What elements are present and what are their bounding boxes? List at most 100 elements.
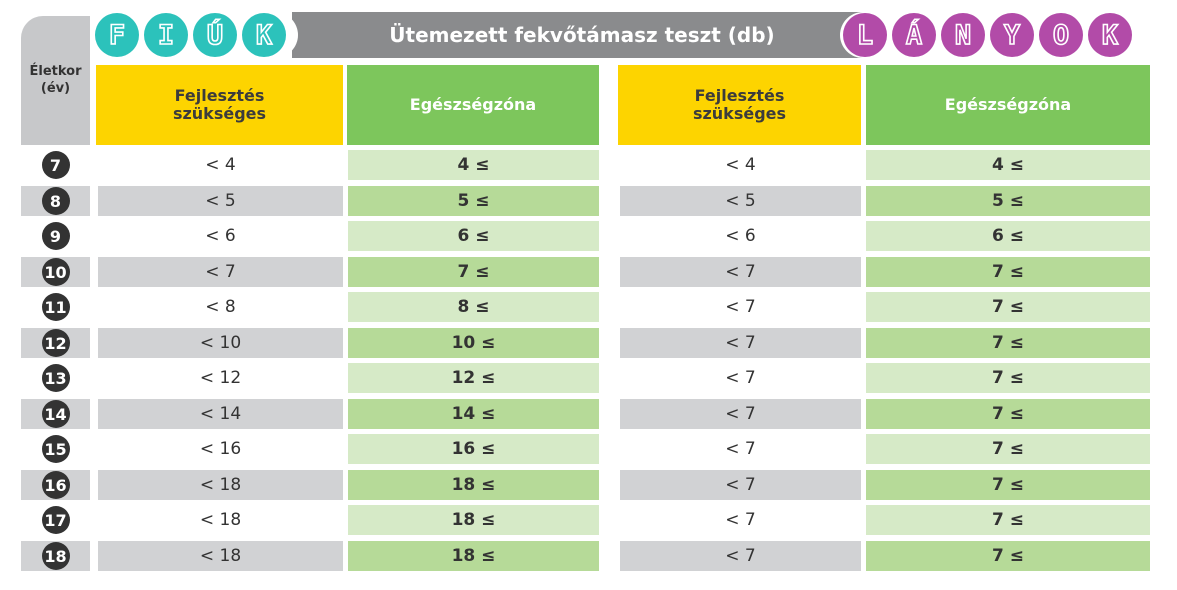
boys-health-header-label: Egészségzóna	[409, 94, 537, 114]
age-badge: 9	[41, 222, 70, 250]
age-unit-label: (év)	[40, 80, 71, 96]
age-cell: 7	[21, 150, 90, 180]
age-column-header: Életkor (év)	[21, 16, 90, 145]
age-badge: 10	[41, 258, 70, 286]
boys-dev-cell: < 18	[98, 505, 343, 535]
age-badge: 18	[41, 542, 70, 570]
letter-badge: I	[144, 13, 188, 57]
letter-glyph: Á	[905, 19, 923, 52]
letter-glyph: K	[255, 19, 273, 52]
boys-dev-cell: < 5	[98, 186, 343, 216]
boys-health-cell: 16 ≤	[348, 434, 599, 464]
letter-glyph: F	[108, 19, 126, 52]
boys-health-cell: 18 ≤	[348, 541, 599, 571]
table-title: Ütemezett fekvőtámasz teszt (db)	[292, 12, 872, 58]
letter-badge: K	[242, 13, 286, 57]
girls-dev-header: Fejlesztés szükséges	[618, 65, 861, 145]
girls-dev-cell: < 7	[620, 434, 861, 464]
age-cell: 17	[21, 505, 90, 535]
boys-health-cell: 12 ≤	[348, 363, 599, 393]
age-badge: 11	[41, 293, 70, 321]
girls-health-cell: 7 ≤	[866, 292, 1150, 322]
girls-health-header-label: Egészségzóna	[944, 94, 1072, 114]
girls-health-cell: 6 ≤	[866, 221, 1150, 251]
girls-health-cell: 4 ≤	[866, 150, 1150, 180]
girls-dev-cell: < 7	[620, 328, 861, 358]
age-cell: 10	[21, 257, 90, 287]
boys-dev-cell: < 14	[98, 399, 343, 429]
boys-health-cell: 6 ≤	[348, 221, 599, 251]
boys-dev-cell: < 8	[98, 292, 343, 322]
girls-dev-header-label: Fejlesztés szükséges	[692, 85, 787, 123]
boys-dev-cell: < 16	[98, 434, 343, 464]
age-cell: 12	[21, 328, 90, 358]
letter-badge: Y	[990, 13, 1034, 57]
girls-dev-cell: < 7	[620, 257, 861, 287]
age-badge: 7	[41, 151, 70, 179]
letter-glyph: Y	[1003, 19, 1021, 52]
boys-health-cell: 10 ≤	[348, 328, 599, 358]
age-cell: 15	[21, 434, 90, 464]
girls-health-cell: 7 ≤	[866, 470, 1150, 500]
boys-dev-cell: < 10	[98, 328, 343, 358]
girls-health-cell: 7 ≤	[866, 399, 1150, 429]
letter-badge: F	[95, 13, 139, 57]
girls-health-cell: 7 ≤	[866, 505, 1150, 535]
girls-health-cell: 7 ≤	[866, 541, 1150, 571]
age-badge: 8	[41, 187, 70, 215]
girls-dev-cell: < 7	[620, 292, 861, 322]
girls-dev-cell: < 6	[620, 221, 861, 251]
age-cell: 14	[21, 399, 90, 429]
age-cell: 16	[21, 470, 90, 500]
age-cell: 9	[21, 221, 90, 251]
girls-dev-cell: < 7	[620, 363, 861, 393]
girls-dev-cell: < 7	[620, 505, 861, 535]
letter-glyph: I	[157, 19, 175, 52]
age-badge: 13	[41, 364, 70, 392]
boys-dev-cell: < 6	[98, 221, 343, 251]
letter-glyph: K	[1101, 19, 1119, 52]
boys-health-cell: 7 ≤	[348, 257, 599, 287]
girls-dev-cell: < 7	[620, 541, 861, 571]
girls-dev-cell: < 5	[620, 186, 861, 216]
boys-health-cell: 5 ≤	[348, 186, 599, 216]
boys-health-header: Egészségzóna	[347, 65, 599, 145]
boys-dev-cell: < 4	[98, 150, 343, 180]
girls-health-cell: 7 ≤	[866, 328, 1150, 358]
age-badge: 17	[41, 506, 70, 534]
girls-health-cell: 5 ≤	[866, 186, 1150, 216]
age-cell: 11	[21, 292, 90, 322]
age-cell: 18	[21, 541, 90, 571]
boys-dev-header-label: Fejlesztés szükséges	[172, 85, 267, 123]
age-badge: 14	[41, 400, 70, 428]
girls-health-cell: 7 ≤	[866, 363, 1150, 393]
boys-dev-cell: < 12	[98, 363, 343, 393]
letter-badge: K	[1088, 13, 1132, 57]
girls-health-header: Egészségzóna	[866, 65, 1150, 145]
girls-health-cell: 7 ≤	[866, 434, 1150, 464]
girls-dev-cell: < 7	[620, 470, 861, 500]
letter-badge: Ú	[193, 13, 237, 57]
girls-health-cell: 7 ≤	[866, 257, 1150, 287]
girls-dev-cell: < 4	[620, 150, 861, 180]
letter-glyph: N	[954, 19, 972, 52]
boys-dev-header: Fejlesztés szükséges	[96, 65, 343, 145]
age-cell: 8	[21, 186, 90, 216]
boys-health-cell: 14 ≤	[348, 399, 599, 429]
boys-health-cell: 4 ≤	[348, 150, 599, 180]
age-label: Életkor	[29, 63, 82, 79]
letter-badge: N	[941, 13, 985, 57]
girls-dev-cell: < 7	[620, 399, 861, 429]
boys-health-cell: 18 ≤	[348, 505, 599, 535]
letter-glyph: L	[856, 19, 874, 52]
age-badge: 16	[41, 471, 70, 499]
letter-badge: Á	[892, 13, 936, 57]
boys-health-cell: 18 ≤	[348, 470, 599, 500]
age-cell: 13	[21, 363, 90, 393]
boys-dev-cell: < 18	[98, 470, 343, 500]
boys-health-cell: 8 ≤	[348, 292, 599, 322]
letter-glyph: Ú	[206, 19, 224, 52]
age-badge: 15	[41, 435, 70, 463]
